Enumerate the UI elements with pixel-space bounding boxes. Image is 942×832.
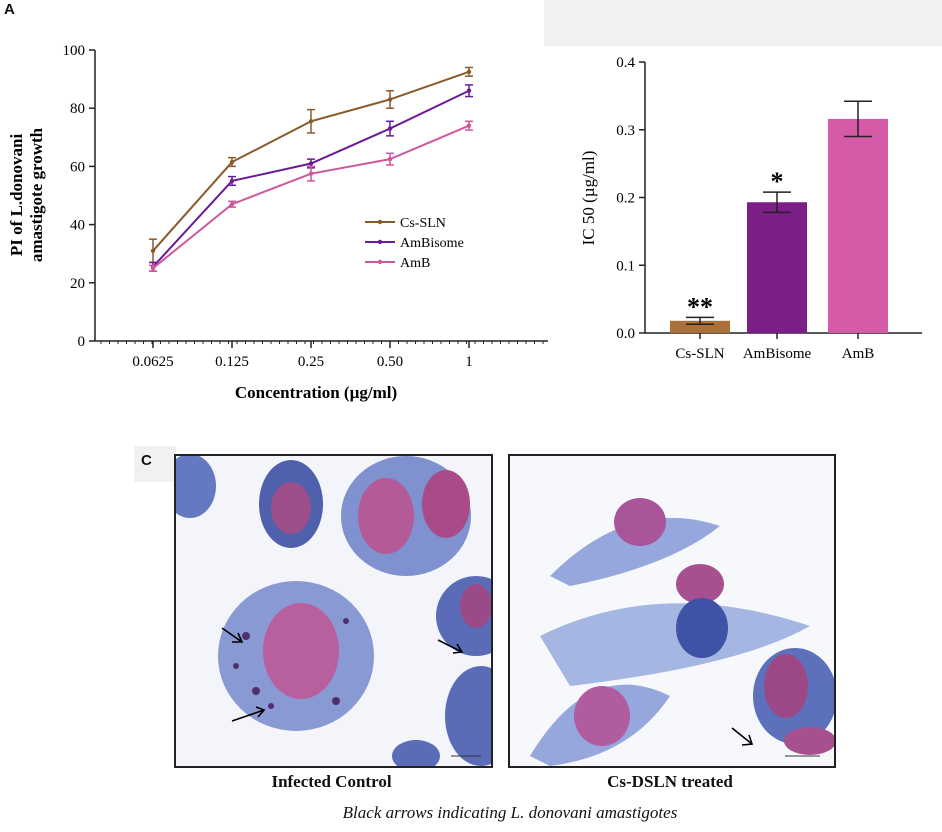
legend-marker: [377, 239, 383, 245]
x-tick-label: 1: [465, 354, 473, 370]
data-point: [466, 69, 472, 75]
cell-bottom-right: [753, 648, 834, 755]
y-axis-label: IC 50 (µg/ml): [579, 151, 598, 246]
data-point: [466, 88, 472, 93]
y-tick-label: 100: [63, 43, 86, 59]
data-point: [466, 123, 472, 128]
footnote-arrows: Black arrows indicating L. donovani amas…: [342, 803, 678, 822]
data-point: [387, 97, 393, 102]
y-tick-label: 0.4: [616, 55, 635, 71]
line-chart-pi-growth: 0 20 40 60 80 100 0.0625 0.125 0.25 0.50 1 Cs-SLN…: [7, 43, 548, 402]
bar-cs-sln: [670, 320, 730, 333]
data-point: [150, 248, 156, 253]
y-axis-label-line2: amastigote growth: [27, 127, 46, 262]
x-ticks: 0.0625 0.125 0.25 0.50 1: [132, 341, 473, 370]
caption-cs-dsln-treated: Cs-DSLN treated: [607, 772, 733, 791]
cell-top-center: [259, 460, 323, 548]
x-tick-label: 0.0625: [132, 354, 173, 370]
data-point: [229, 159, 235, 165]
significance-marker: **: [687, 292, 713, 321]
series-group: [149, 66, 473, 272]
micrograph-treated-image: [510, 456, 834, 766]
data-point: [229, 178, 235, 184]
y-ticks: 0 20 40 60 80 100: [63, 43, 95, 350]
arrow-icon: [221, 627, 464, 722]
cell-cluster-top-right: [341, 456, 471, 576]
bar-chart-ic50: 0.00.10.20.30.4 *** Cs-SLN AmBisome AmB IC…: [579, 55, 922, 362]
x-tick-label: AmB: [842, 346, 875, 362]
panel-label-c: C: [141, 452, 152, 469]
x-axis-label: Concentration (µg/ml): [235, 383, 397, 402]
cell-center: [540, 564, 810, 686]
bar-ambisome: [747, 202, 807, 333]
cell-right-edge: [392, 576, 491, 766]
legend-marker: [377, 259, 383, 265]
micrograph-infected-control: [174, 454, 493, 768]
legend-label: AmBisome: [400, 236, 464, 251]
legend-marker: [377, 219, 383, 225]
x-tick-label: 0.50: [377, 354, 403, 370]
y-tick-label: 0.3: [616, 123, 635, 139]
cell-top-left: [176, 456, 216, 518]
y-tick-label: 40: [70, 218, 85, 234]
panel-b-background: [544, 0, 942, 46]
panel-c-background: [134, 446, 176, 482]
y-ticks: 0.0 0.1 0.2 0.3 0.4: [616, 55, 645, 342]
legend: Cs-SLN AmBisome AmB: [365, 216, 464, 271]
x-tick-label: AmBisome: [743, 346, 812, 362]
data-point: [387, 156, 393, 162]
micrograph-infected-image: [176, 456, 491, 766]
significance-marker: *: [771, 167, 784, 196]
bars-group: ***: [670, 100, 888, 333]
y-axis-label-line1: PI of L.donovani: [7, 134, 26, 257]
caption-infected-control: Infected Control: [271, 772, 392, 791]
y-axis: [94, 50, 548, 342]
data-point: [387, 126, 393, 131]
x-tick-label: Cs-SLN: [675, 346, 724, 362]
x-tick-label: 0.125: [215, 354, 249, 370]
micrograph-cs-dsln-treated: [508, 454, 836, 768]
data-point: [229, 202, 235, 207]
y-tick-label: 20: [70, 276, 85, 292]
panel-label-a: A: [4, 1, 15, 18]
x-axis-minor-ticks: [100, 341, 544, 344]
data-point: [308, 119, 314, 124]
y-tick-label: 0.1: [616, 258, 635, 274]
data-point: [150, 266, 156, 271]
y-tick-label: 0: [78, 334, 86, 350]
infected-macrophage: [218, 581, 374, 731]
data-point: [308, 161, 314, 166]
y-tick-label: 0.0: [616, 326, 635, 342]
cell-bottom-left: [530, 684, 670, 766]
x-ticks: Cs-SLN AmBisome AmB: [675, 333, 874, 362]
legend-label: AmB: [400, 256, 430, 271]
y-tick-label: 80: [70, 101, 85, 117]
legend-label: Cs-SLN: [400, 216, 446, 231]
x-tick-label: 0.25: [298, 354, 324, 370]
bar-amb: [828, 118, 888, 333]
y-tick-label: 60: [70, 159, 85, 175]
arrow-icon: [731, 727, 754, 746]
cell-top: [550, 498, 720, 586]
y-tick-label: 0.2: [616, 191, 635, 207]
data-point: [308, 171, 314, 176]
